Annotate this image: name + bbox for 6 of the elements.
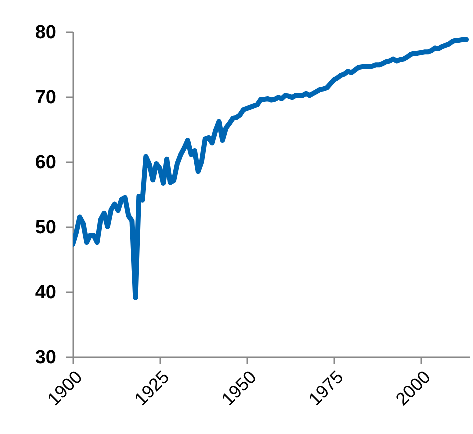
y-tick-label: 70 [35, 88, 56, 108]
y-tick-label: 60 [35, 152, 56, 174]
y-tick-label: 40 [35, 282, 56, 304]
y-tick-label: 80 [35, 22, 56, 44]
y-tick-label: 30 [35, 348, 56, 368]
y-tick-label: 50 [35, 218, 56, 238]
